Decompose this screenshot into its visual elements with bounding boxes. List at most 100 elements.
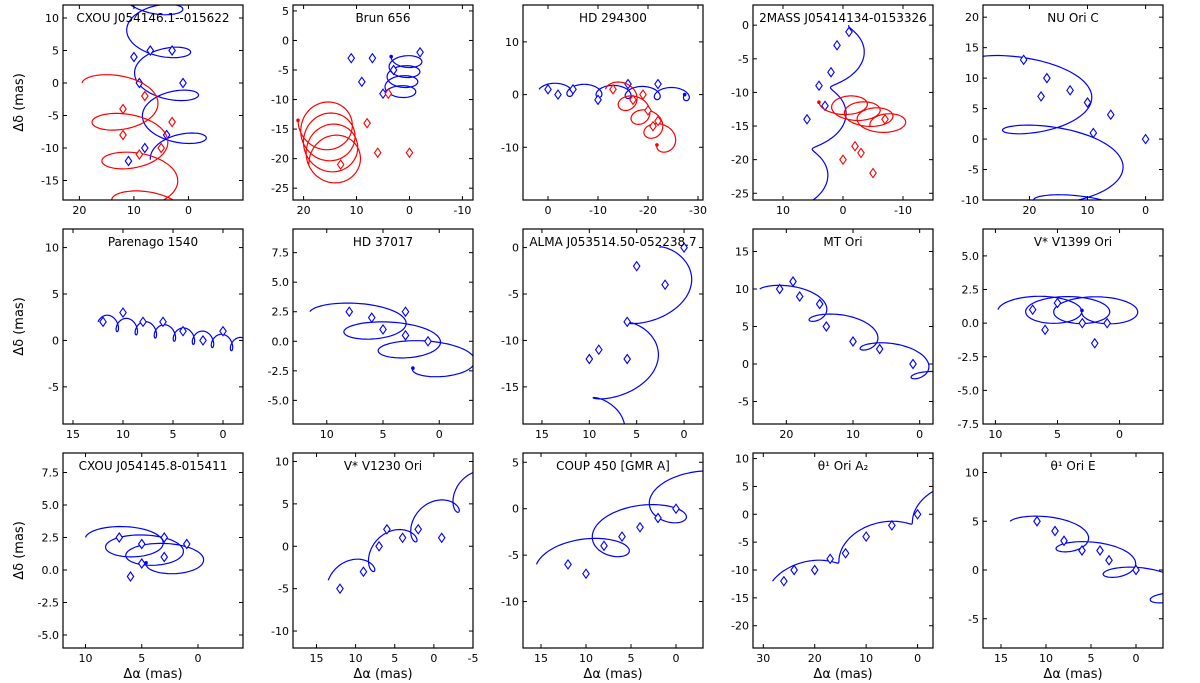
panel-title: θ¹ Ori E [1050,459,1095,473]
x-axis-label: Δα (mas) [123,667,182,682]
x-tick-label: 0 [436,428,443,441]
y-tick-label: -10 [961,194,979,207]
x-tick-label: 0 [545,204,552,217]
series-secondary-epoch-marker [119,129,127,141]
x-tick-label: 5 [380,428,387,441]
x-tick-label: 10 [349,652,363,665]
series-primary-epoch-marker [585,353,594,365]
y-tick-label: 15 [965,42,979,55]
series-primary-epoch-marker [654,512,662,524]
y-tick-label: 10 [45,12,59,25]
series-primary-track [382,55,423,99]
panel-4: 10 0 -10 0 -5 -10 -15 -20 -25 2MASS J05414134-015… [731,4,934,217]
series-primary-epoch-marker [199,334,207,346]
panel-frame [62,452,244,649]
y-tick-label: -10 [731,564,749,577]
x-tick-label: 0 [916,428,923,441]
y-tick-label: -10 [731,86,749,99]
x-tick-label: 20 [297,204,311,217]
y-tick-label: 0 [512,503,519,516]
y-tick-label: 0 [512,89,519,102]
series-primary-epoch-marker [1105,554,1113,566]
y-tick-label: 10 [505,36,519,49]
panel-frame [752,452,934,649]
series-secondary-track [818,95,907,133]
series-primary-epoch-marker [1078,545,1086,556]
series-primary-epoch-marker [1141,133,1150,145]
y-tick-label: -2.5 [958,351,979,364]
series-secondary-epoch-marker [644,104,652,116]
series-secondary-epoch-marker [157,142,166,154]
x-tick-label: -10 [453,204,471,217]
y-tick-label: 2.5 [962,284,980,297]
panel-data [1009,515,1163,604]
panel-12: 15 10 5 0 -5 10 5 0 -5 -10 V* V1230 Ori Δα (mas) [271,401,584,682]
series-primary-epoch-marker [822,321,831,332]
series-primary-epoch-marker [130,51,138,63]
x-tick-label: -10 [894,204,912,217]
series-primary-epoch-marker [383,523,391,535]
series-primary-epoch-marker [336,583,344,595]
series-primary-epoch-marker [815,80,823,92]
panel-data [296,46,424,184]
series-primary-epoch-marker [826,553,835,565]
x-tick-label: -10 [589,204,607,217]
y-tick-label: 5.0 [42,499,60,512]
y-tick-label: 5 [512,456,519,469]
y-tick-label: 0 [742,358,749,371]
series-secondary-track [81,74,179,200]
series-secondary-track [604,81,677,153]
series-primary-epoch-marker [139,316,147,328]
series-primary-track [759,284,933,380]
series-primary-track [126,5,207,160]
panel-data [585,242,693,424]
series-primary-epoch-marker [179,325,187,337]
series-primary-epoch-marker [124,155,133,167]
panel-title: HD 294300 [579,11,647,25]
y-tick-label: 5.0 [962,250,980,263]
y-tick-label: 5 [282,498,289,511]
panel-frame [522,452,704,649]
series-primary-epoch-marker [368,52,377,64]
series-secondary-epoch-marker [609,83,617,95]
series-primary-epoch-marker [140,142,149,154]
series-primary-epoch-marker [672,503,680,515]
series-primary-epoch-marker [632,260,641,272]
panel-frame [62,4,244,201]
series-primary-end-dot [580,401,584,405]
series-primary-epoch-marker [913,508,922,520]
panel-frame [752,228,934,425]
series-primary-track [997,295,1139,325]
x-tick-label: 10 [127,204,141,217]
panel-title: θ¹ Ori A₂ [818,459,869,473]
series-primary-epoch-marker [1028,304,1037,316]
series-primary-epoch-marker [160,551,169,563]
y-tick-label: -5 [738,536,749,549]
x-tick-label: 0 [1133,652,1140,665]
panel-title: CXOU J054145.8-015411 [79,459,228,473]
series-secondary-epoch-marker [168,116,176,128]
y-tick-label: 20 [965,11,979,24]
y-tick-label: -5 [278,583,289,596]
series-primary-epoch-marker [594,344,603,356]
x-tick-label: 10 [579,652,593,665]
y-tick-label: 0 [742,19,749,32]
x-tick-label: 0 [673,652,680,665]
panel-frame [982,228,1164,425]
x-tick-label: 10 [320,428,334,441]
series-primary-epoch-marker [357,76,366,88]
y-tick-label: 0 [282,34,289,47]
x-axis-label: Δα (mas) [1043,667,1102,682]
series-primary-epoch-marker [810,564,819,576]
series-primary-epoch-marker [1132,564,1140,576]
series-secondary-epoch-marker [869,167,877,179]
series-primary-epoch-marker [1090,337,1099,349]
y-tick-label: 2.5 [42,532,60,545]
series-primary-epoch-marker [815,298,824,310]
y-tick-label: -25 [271,182,289,195]
series-primary-end-dot [389,54,393,59]
y-tick-label: 10 [965,467,979,480]
x-tick-label: 20 [808,652,822,665]
panel-5: 20 10 0 20 15 10 5 0 -5 -10 NU Ori C [961,4,1164,217]
series-primary-epoch-marker [790,564,799,576]
